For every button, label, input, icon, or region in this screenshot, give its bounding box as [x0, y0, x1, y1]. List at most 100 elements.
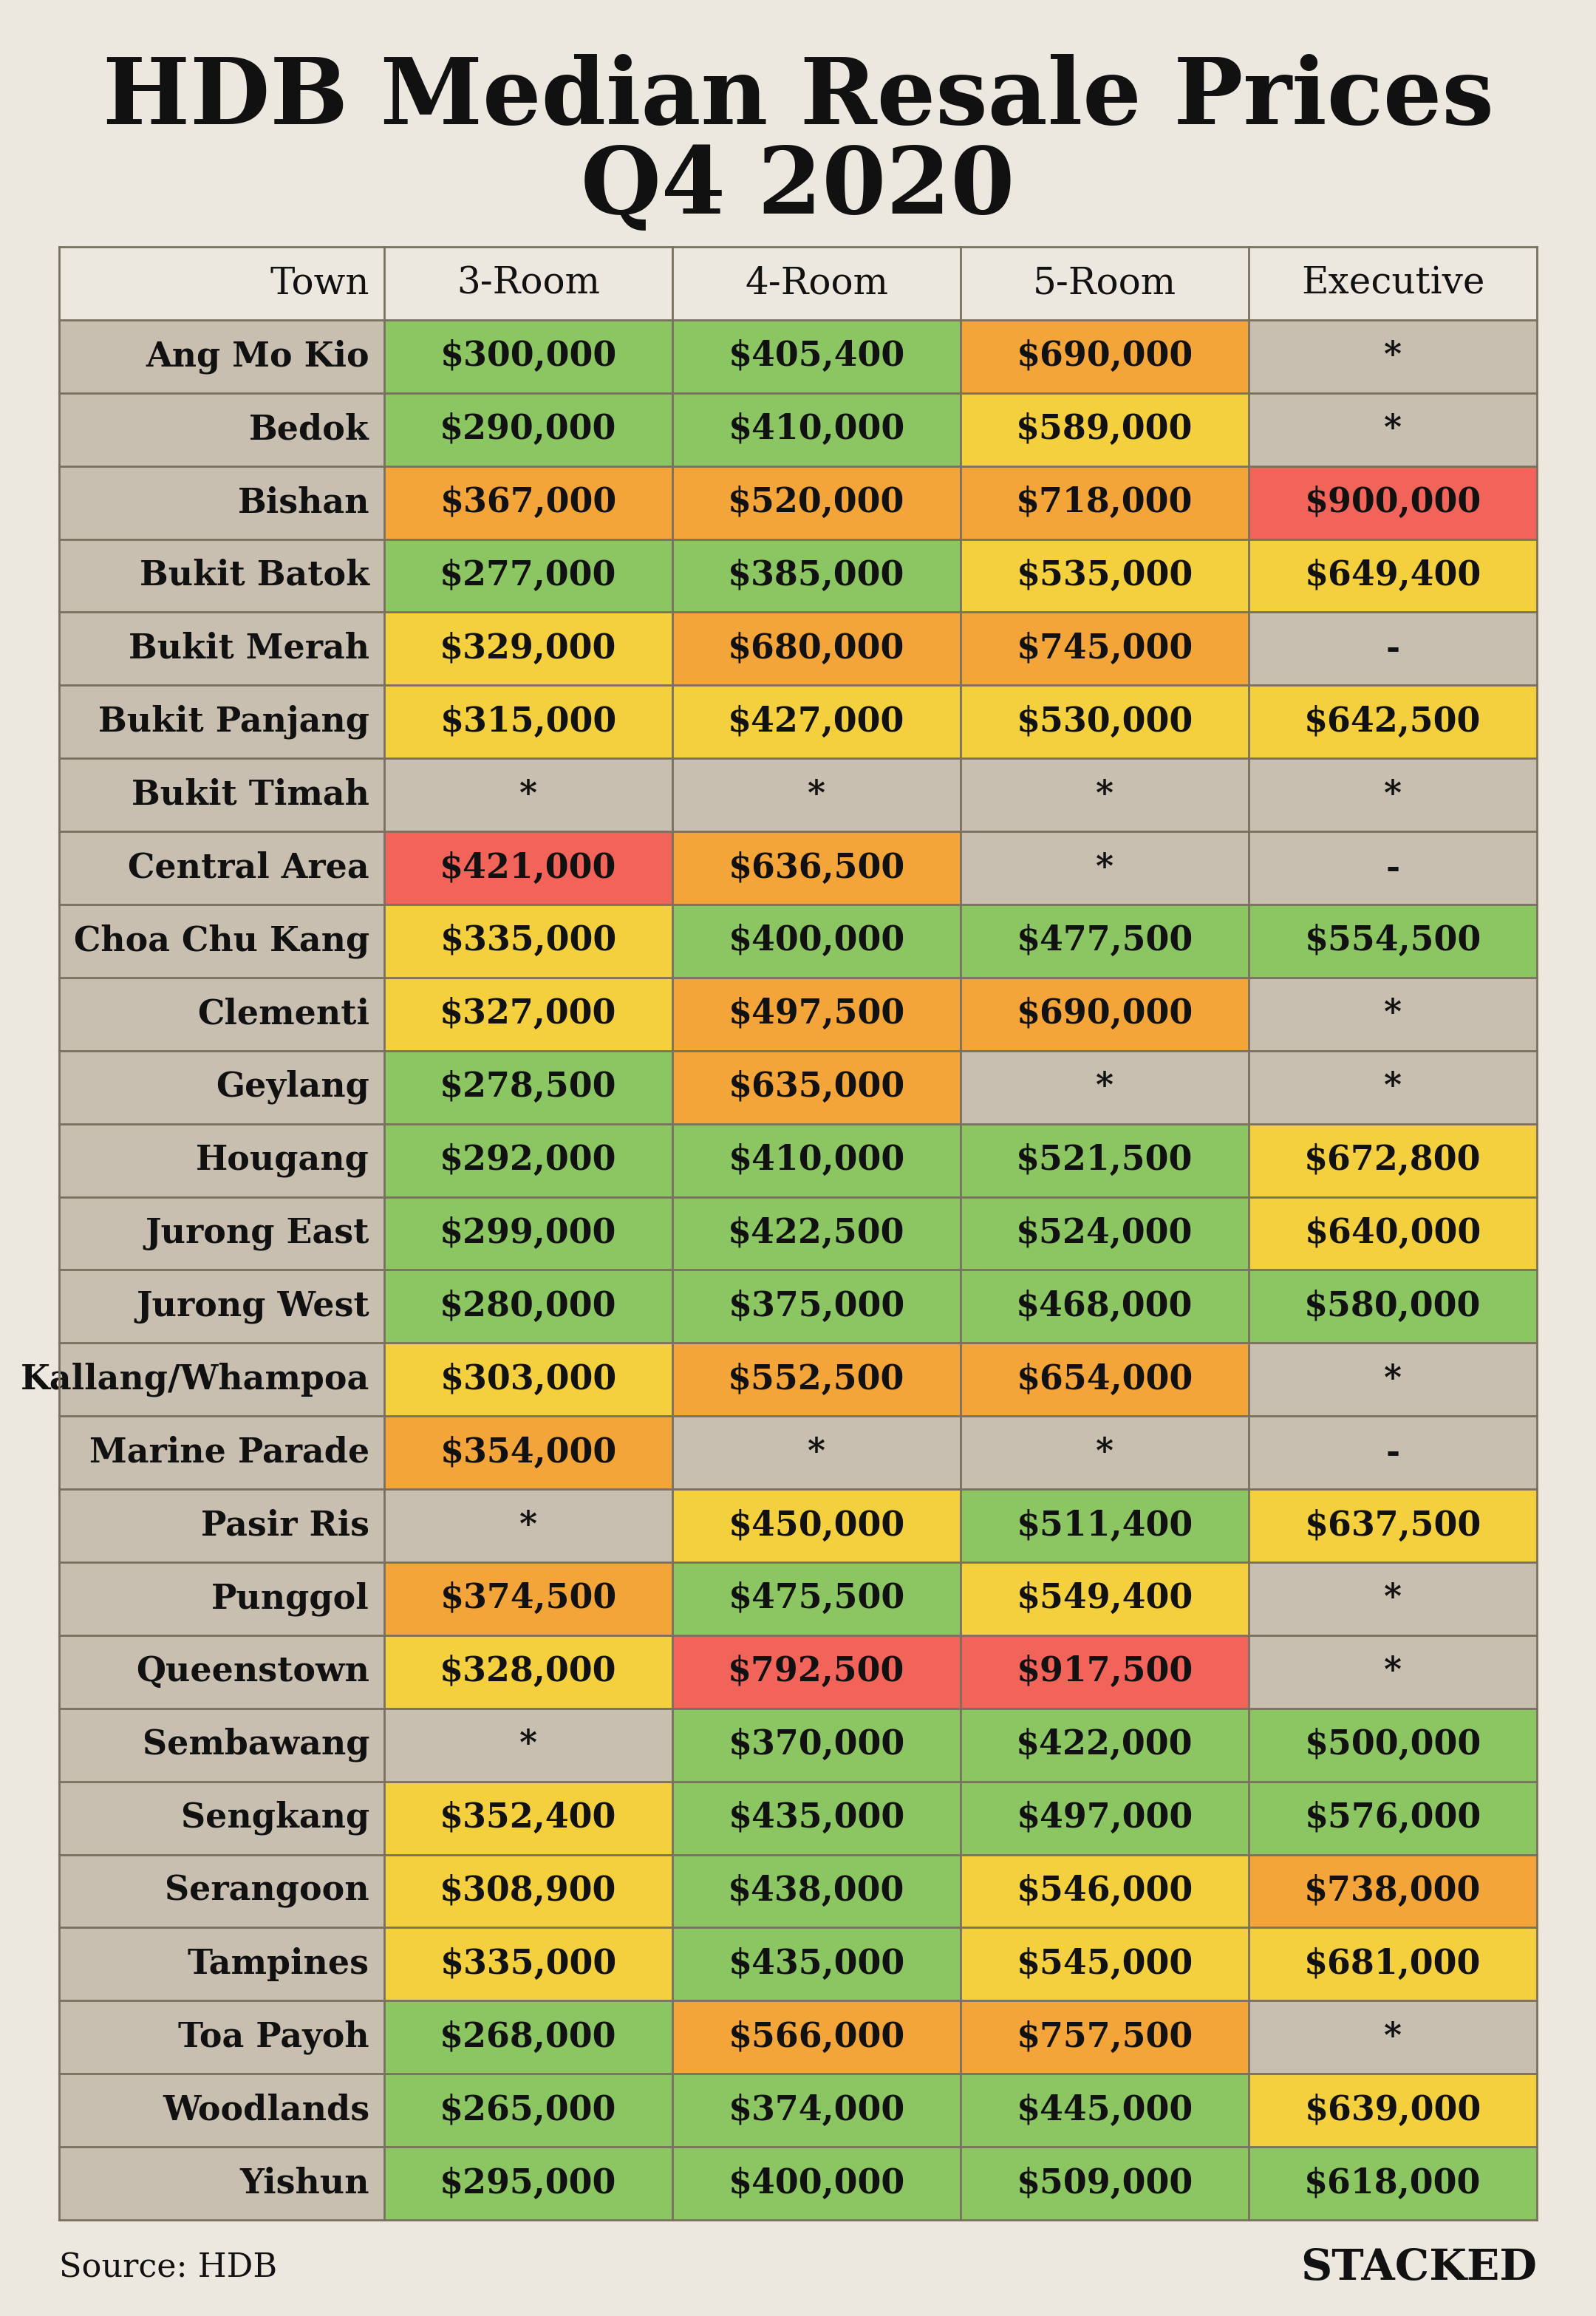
Text: Geylang: Geylang — [215, 1070, 369, 1105]
Bar — [1248, 1927, 1537, 2001]
Bar — [59, 2147, 385, 2221]
Text: $354,000: $354,000 — [440, 1436, 616, 1471]
Bar — [1248, 757, 1537, 831]
Text: $520,000: $520,000 — [728, 486, 905, 519]
Bar — [385, 686, 672, 757]
Bar — [1248, 1563, 1537, 1635]
Text: $410,000: $410,000 — [728, 412, 905, 447]
Bar — [1248, 1343, 1537, 1415]
Text: $435,000: $435,000 — [728, 1948, 905, 1980]
Bar — [1248, 2147, 1537, 2221]
Text: $422,000: $422,000 — [1017, 1728, 1194, 1762]
Text: $576,000: $576,000 — [1304, 1802, 1481, 1834]
Bar — [961, 1123, 1248, 1197]
Bar — [672, 1489, 961, 1563]
Bar — [672, 2073, 961, 2147]
Text: $639,000: $639,000 — [1304, 2094, 1481, 2128]
Bar — [385, 1415, 672, 1489]
Bar — [672, 611, 961, 686]
Bar — [672, 1927, 961, 2001]
Bar — [1248, 906, 1537, 977]
Bar — [1248, 394, 1537, 466]
Text: Executive: Executive — [1301, 264, 1484, 301]
Bar — [961, 1269, 1248, 1343]
Text: Clementi: Clementi — [198, 998, 369, 1031]
Text: $280,000: $280,000 — [440, 1290, 616, 1322]
Bar — [961, 831, 1248, 906]
Text: *: * — [808, 778, 825, 813]
Bar — [385, 1343, 672, 1415]
Bar — [1248, 831, 1537, 906]
Text: Toa Payoh: Toa Payoh — [179, 2020, 369, 2054]
Text: $580,000: $580,000 — [1304, 1290, 1481, 1322]
Text: $636,500: $636,500 — [728, 850, 905, 885]
Bar — [59, 1855, 385, 1927]
Text: $268,000: $268,000 — [440, 2020, 616, 2054]
Bar — [961, 466, 1248, 540]
Bar — [672, 686, 961, 757]
Text: $370,000: $370,000 — [728, 1728, 905, 1762]
Text: $680,000: $680,000 — [728, 632, 905, 665]
Text: $535,000: $535,000 — [1017, 558, 1194, 593]
Text: $375,000: $375,000 — [728, 1290, 905, 1322]
Bar — [1248, 1489, 1537, 1563]
Bar — [961, 1927, 1248, 2001]
Text: Sengkang: Sengkang — [180, 1802, 369, 1834]
Text: *: * — [519, 1508, 538, 1542]
Text: $435,000: $435,000 — [728, 1802, 905, 1834]
Bar — [59, 394, 385, 466]
Text: $278,500: $278,500 — [440, 1070, 616, 1105]
Text: *: * — [1096, 1070, 1114, 1105]
Bar — [59, 1563, 385, 1635]
Bar — [961, 1489, 1248, 1563]
Bar — [385, 466, 672, 540]
Text: $328,000: $328,000 — [440, 1656, 616, 1688]
Bar — [385, 1197, 672, 1269]
Text: *: * — [1384, 412, 1401, 447]
Text: $554,500: $554,500 — [1304, 924, 1481, 959]
Text: Punggol: Punggol — [212, 1582, 369, 1617]
Text: $497,500: $497,500 — [728, 998, 905, 1031]
Bar — [961, 320, 1248, 394]
Bar — [385, 1123, 672, 1197]
Text: STACKED: STACKED — [1301, 2247, 1537, 2288]
Bar — [385, 1051, 672, 1123]
Bar — [961, 977, 1248, 1051]
Bar — [59, 466, 385, 540]
Text: $640,000: $640,000 — [1304, 1216, 1481, 1251]
Text: $530,000: $530,000 — [1017, 704, 1194, 739]
Text: *: * — [1384, 998, 1401, 1031]
Bar — [961, 2147, 1248, 2221]
Text: $511,400: $511,400 — [1017, 1508, 1194, 1542]
Bar — [961, 1343, 1248, 1415]
Text: $299,000: $299,000 — [440, 1216, 616, 1251]
Text: *: * — [1384, 1362, 1401, 1397]
Bar — [1248, 320, 1537, 394]
Bar — [59, 1197, 385, 1269]
Text: HDB Median Resale Prices: HDB Median Resale Prices — [102, 53, 1494, 144]
Bar — [1248, 1197, 1537, 1269]
Text: *: * — [519, 778, 538, 813]
Bar — [961, 1415, 1248, 1489]
Bar — [672, 1415, 961, 1489]
Text: $352,400: $352,400 — [440, 1802, 616, 1834]
Bar — [1248, 540, 1537, 611]
Text: $265,000: $265,000 — [440, 2094, 616, 2128]
Text: Bukit Merah: Bukit Merah — [129, 632, 369, 665]
Bar — [672, 1563, 961, 1635]
Text: $468,000: $468,000 — [1017, 1290, 1194, 1322]
Bar — [961, 1635, 1248, 1709]
Bar — [385, 1563, 672, 1635]
Text: $738,000: $738,000 — [1304, 1874, 1481, 1908]
Bar — [961, 1197, 1248, 1269]
Text: $445,000: $445,000 — [1017, 2094, 1194, 2128]
Bar — [1248, 2073, 1537, 2147]
Bar — [59, 320, 385, 394]
Bar — [1248, 1415, 1537, 1489]
Text: $475,500: $475,500 — [728, 1582, 905, 1617]
Bar — [59, 1415, 385, 1489]
Bar — [385, 1781, 672, 1855]
Text: 4-Room: 4-Room — [745, 264, 887, 301]
Text: Serangoon: Serangoon — [164, 1874, 369, 1908]
Text: 3-Room: 3-Room — [456, 264, 600, 301]
